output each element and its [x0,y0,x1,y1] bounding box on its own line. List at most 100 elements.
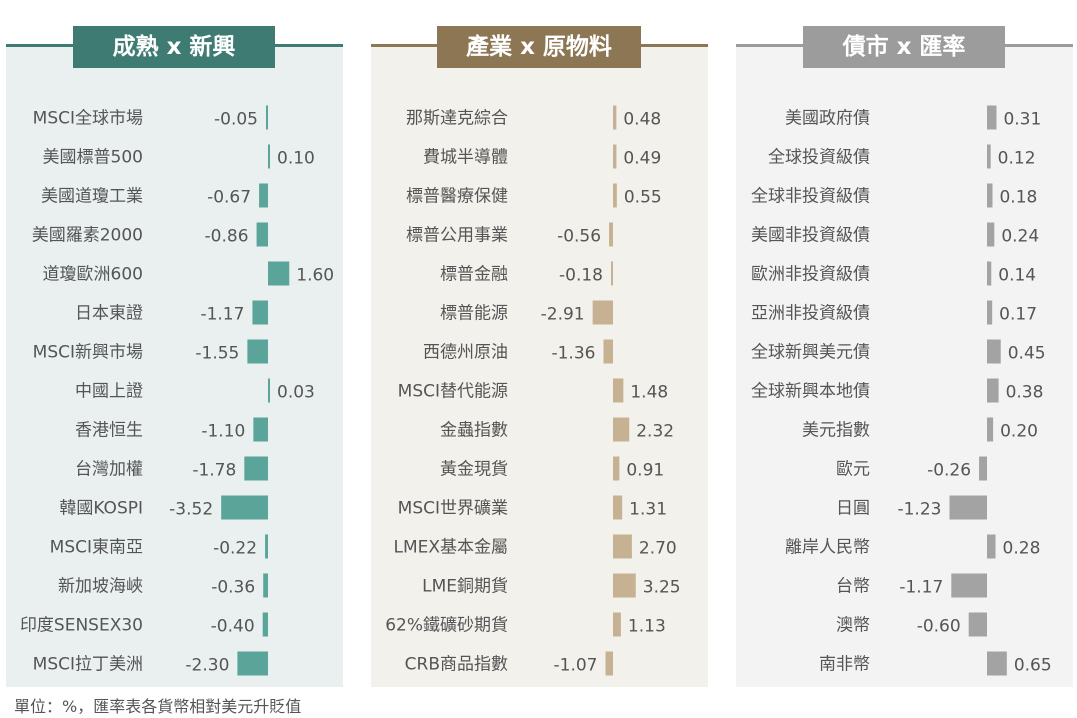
bar [256,222,268,247]
bar [237,651,268,676]
category-label: 標普醫療保健 [406,187,508,207]
data-label: 0.38 [1006,383,1044,403]
category-label: 中國上證 [75,382,143,402]
bar [253,417,268,442]
bar [987,261,992,286]
data-label: 0.17 [999,305,1037,325]
bar [949,495,987,520]
bar [613,573,636,598]
bar [221,495,268,520]
bar-chart-bond-fx: 美國政府債 0.31 全球投資級債 0.12 全球非投資級債 0.18 美國非投資級債 0.2… [751,105,1052,676]
category-label: 歐元 [836,460,870,480]
category-label: 印度SENSEX30 [20,616,143,636]
data-label: 0.91 [626,461,664,481]
data-label: 2.70 [639,539,677,559]
category-label: 台幣 [836,577,870,597]
bar [987,534,996,559]
bar [244,456,268,481]
category-label: 道瓊歐洲600 [43,265,143,285]
data-label: -2.30 [185,656,229,676]
data-label: 0.03 [277,383,315,403]
category-label: 西德州原油 [423,343,508,363]
data-label: -1.55 [195,344,239,364]
category-label: 日本東證 [75,304,143,324]
category-label: 全球新興美元債 [751,343,870,363]
data-label: 0.20 [1000,422,1038,442]
category-label: 香港恒生 [75,421,143,441]
data-label: -0.36 [211,578,255,598]
category-label: 那斯達克綜合 [406,109,508,129]
data-label: -0.40 [211,617,255,637]
category-label: 南非幣 [819,655,870,675]
data-label: 0.65 [1014,656,1052,676]
bar [613,105,617,130]
data-label: 0.45 [1008,344,1046,364]
bar [613,144,617,169]
bar [987,651,1007,676]
category-label: 美國道瓊工業 [41,187,143,207]
data-label: 2.32 [636,422,674,442]
panel-sector-commodity: 產業 x 原物料 那斯達克綜合 0.48 費城半導體 0.49 標普醫療保健 0.55 標普… [371,26,708,687]
data-label: 0.55 [624,188,662,208]
bar [613,183,617,208]
data-label: 0.49 [623,149,661,169]
data-label: 1.31 [629,500,667,520]
category-label: 澳幣 [836,616,870,636]
category-label: 費城半導體 [423,148,508,168]
data-label: 0.18 [999,188,1037,208]
data-label: -0.56 [557,227,601,247]
bar [951,573,987,598]
bar [987,183,993,208]
bar-chart-mature-emerging: MSCI全球市場 -0.05 美國標普500 0.10 美國道瓊工業 -0.67 美國羅素2… [20,105,334,676]
category-label: MSCI全球市場 [33,109,143,129]
bar [266,105,268,130]
category-label: MSCI拉丁美洲 [33,655,143,675]
category-label: 62%鐵礦砂期貨 [385,616,508,636]
data-label: 0.31 [1003,110,1041,130]
data-label: -0.18 [559,266,603,286]
category-label: 標普公用事業 [406,226,508,246]
panel-title: 債市 x 匯率 [803,26,1005,68]
bar [613,378,624,403]
data-label: -0.26 [927,461,971,481]
bar [613,495,623,520]
bar [247,339,268,364]
bar [987,222,995,247]
category-label: 黃金現貨 [440,460,508,480]
category-label: 韓國KOSPI [59,499,143,519]
bar [987,378,999,403]
panel-title: 產業 x 原物料 [437,26,641,68]
data-label: -1.07 [554,656,598,676]
bar [268,261,290,286]
category-label: 美國標普500 [43,148,143,168]
footnote: 單位：%，匯率表各貨幣相對美元升貶值 [14,697,302,716]
bar [265,534,268,559]
data-label: -1.36 [551,344,595,364]
category-label: 全球新興本地債 [751,382,870,402]
bar [609,222,613,247]
bar [603,339,613,364]
category-label: 亞洲非投資級債 [751,304,870,324]
category-label: 全球非投資級債 [751,187,870,207]
bar-chart-sector-commodity: 那斯達克綜合 0.48 費城半導體 0.49 標普醫療保健 0.55 標普公用事業 -0.56… [385,105,681,676]
data-label: 0.48 [623,110,661,130]
category-label: 標普金融 [440,265,508,285]
data-label: 0.28 [1003,539,1041,559]
bar [987,105,997,130]
bar [259,183,268,208]
bar [987,144,991,169]
data-label: 0.10 [277,149,315,169]
category-label: 日圓 [836,499,870,519]
category-label: MSCI世界礦業 [398,499,508,519]
category-label: 美國政府債 [785,109,870,129]
panel-mature-emerging: 成熟 x 新興 MSCI全球市場 -0.05 美國標普500 0.10 美國道瓊工業 -0… [6,26,343,687]
data-label: -1.10 [201,422,245,442]
data-label: -3.52 [169,500,213,520]
category-label: 金蟲指數 [440,421,508,441]
category-label: LMEX基本金屬 [393,538,508,558]
bar [613,612,621,637]
category-label: 美國羅素2000 [32,226,143,246]
bar [268,144,270,169]
bar [968,612,987,637]
data-label: -0.67 [207,188,251,208]
